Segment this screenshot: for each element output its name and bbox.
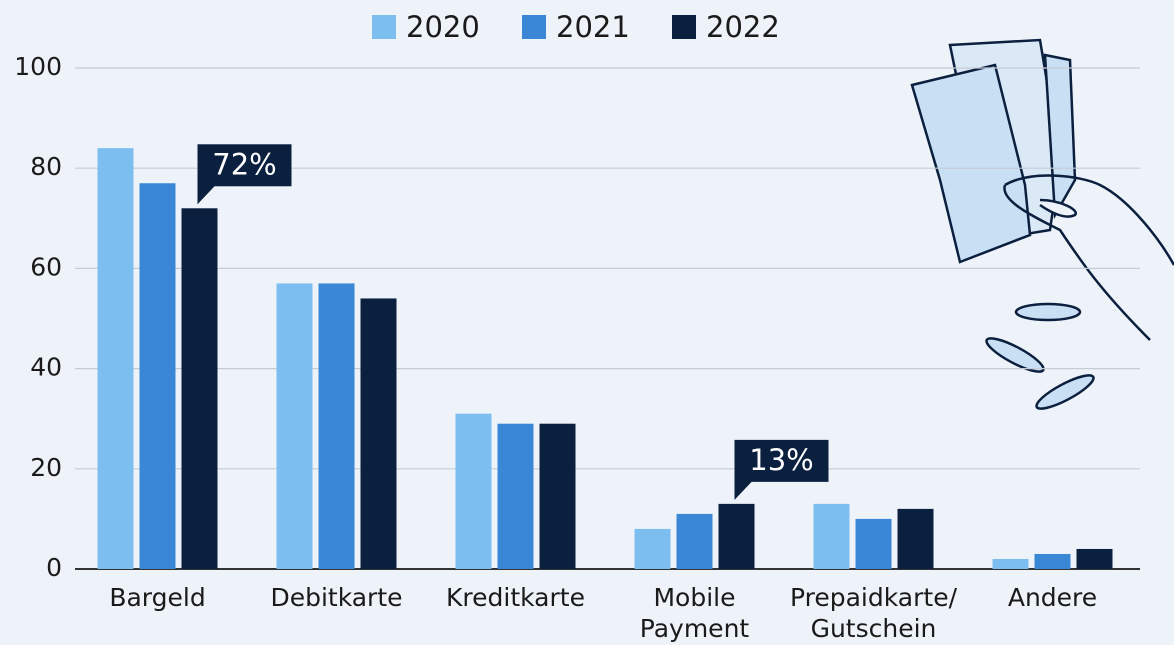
x-tick-label: Andere [965, 582, 1141, 613]
legend-label: 2022 [706, 10, 780, 44]
y-tick-label: 60 [30, 252, 62, 281]
legend-swatch [372, 15, 396, 39]
legend-label: 2021 [556, 10, 630, 44]
illustration [912, 40, 1174, 414]
callout: 13% [735, 440, 829, 500]
callout: 72% [198, 144, 292, 204]
bar [1077, 549, 1113, 569]
bar [635, 529, 671, 569]
page: 0 20 40 60 80 100 2020 2021 2022 72% 13% BargeldDe… [0, 0, 1174, 645]
bar [277, 283, 313, 569]
callout-pointer [735, 481, 753, 500]
bar [1035, 554, 1071, 569]
y-tick-label: 100 [14, 52, 62, 81]
y-tick-label: 0 [46, 553, 62, 582]
x-tick-label: Mobile Payment [607, 582, 783, 644]
x-tick-label: Prepaidkarte/ Gutschein [786, 582, 962, 644]
bar [498, 424, 534, 569]
legend-label: 2020 [406, 10, 480, 44]
bar [540, 424, 576, 569]
legend-swatch [672, 15, 696, 39]
bar [719, 504, 755, 569]
bar [898, 509, 934, 569]
x-tick-label: Kreditkarte [428, 582, 604, 613]
value-label: 13% [749, 443, 813, 477]
x-tick-label: Bargeld [70, 582, 246, 613]
bar [677, 514, 713, 569]
bar [319, 283, 355, 569]
bar [361, 298, 397, 569]
legend-swatch [522, 15, 546, 39]
bar [456, 414, 492, 569]
bar [98, 148, 134, 569]
callout-pointer [198, 185, 216, 204]
bar [814, 504, 850, 569]
chart: 0 20 40 60 80 100 2020 2021 2022 72% 13% [0, 0, 1174, 645]
bar [993, 559, 1029, 569]
y-tick-label: 40 [30, 353, 62, 382]
value-label: 72% [212, 147, 276, 181]
bar [140, 183, 176, 569]
bar [182, 208, 218, 569]
x-tick-label: Debitkarte [249, 582, 425, 613]
y-tick-label: 80 [30, 152, 62, 181]
y-tick-label: 20 [30, 453, 62, 482]
bar [856, 519, 892, 569]
